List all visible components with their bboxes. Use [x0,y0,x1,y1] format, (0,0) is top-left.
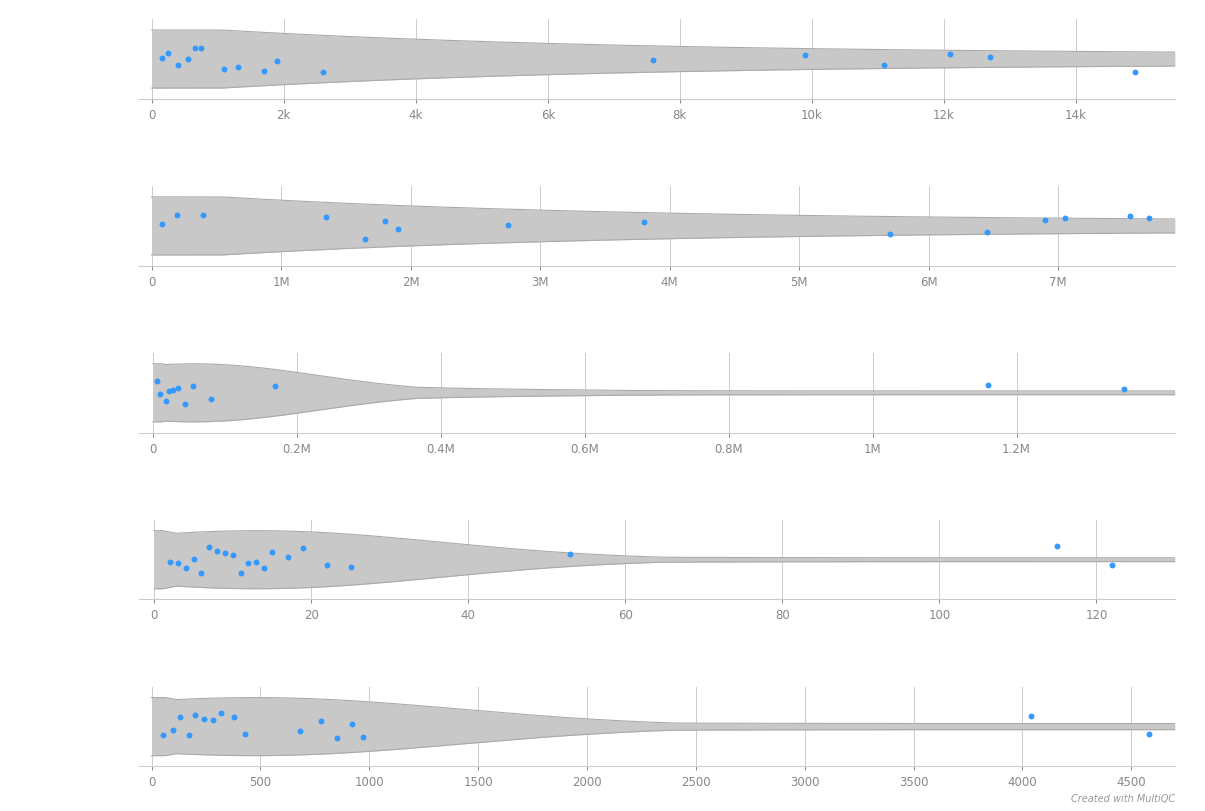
Point [164,723,183,736]
Point [152,217,171,230]
Point [294,542,313,555]
Point [941,49,960,62]
Point [1103,559,1122,572]
Point [147,375,166,388]
Point [263,546,282,559]
Point [194,712,213,725]
Point [200,541,219,554]
Point [254,562,274,575]
Point [1036,214,1056,227]
Point [167,209,187,222]
Point [375,215,394,228]
Point [223,549,242,562]
Point [159,384,178,397]
Point [184,553,204,566]
Point [353,730,372,743]
Point [643,54,663,67]
Point [1125,67,1145,79]
Point [192,567,211,580]
Point [186,709,205,722]
Point [153,729,172,742]
Point [207,545,227,558]
Point [1115,384,1134,397]
Point [795,49,815,62]
Point [1139,212,1158,225]
Point [254,66,274,79]
Point [157,395,176,408]
Point [164,384,183,397]
Point [239,556,258,569]
Point [978,379,998,392]
Point [192,43,211,56]
Point [152,52,171,65]
Point [169,59,188,72]
Point [265,380,284,393]
Point [247,556,266,569]
Point [228,62,247,75]
Point [388,224,407,237]
Point [290,725,310,738]
Point [312,714,331,727]
Point [180,728,199,741]
Point [170,711,189,724]
Point [169,557,188,570]
Point [159,48,178,61]
Point [355,233,375,246]
Point [151,388,170,401]
Point [183,380,202,393]
Point [216,547,235,560]
Point [1139,727,1158,740]
Point [1047,540,1066,553]
Point [176,397,195,410]
Point [313,67,333,79]
Point [214,64,234,77]
Point [498,220,517,233]
Point [176,562,195,575]
Point [317,558,336,571]
Point [1119,211,1139,224]
Point [875,59,894,72]
Point [1022,710,1041,723]
Point [178,54,198,67]
Point [201,393,221,406]
Point [880,229,899,242]
Point [327,732,346,744]
Point [278,551,298,564]
Point [194,209,213,222]
Point [231,566,251,579]
Point [317,212,336,225]
Point [634,216,653,229]
Point [169,382,188,395]
Point [341,560,360,573]
Point [1056,212,1075,225]
Point [977,226,997,239]
Text: Created with MultiQC: Created with MultiQC [1071,793,1175,803]
Point [224,710,243,723]
Point [186,43,205,56]
Point [560,547,580,560]
Point [268,55,287,68]
Point [981,51,1000,64]
Point [202,714,222,727]
Point [212,706,231,719]
Point [342,718,362,731]
Point [160,556,180,569]
Point [236,727,255,740]
